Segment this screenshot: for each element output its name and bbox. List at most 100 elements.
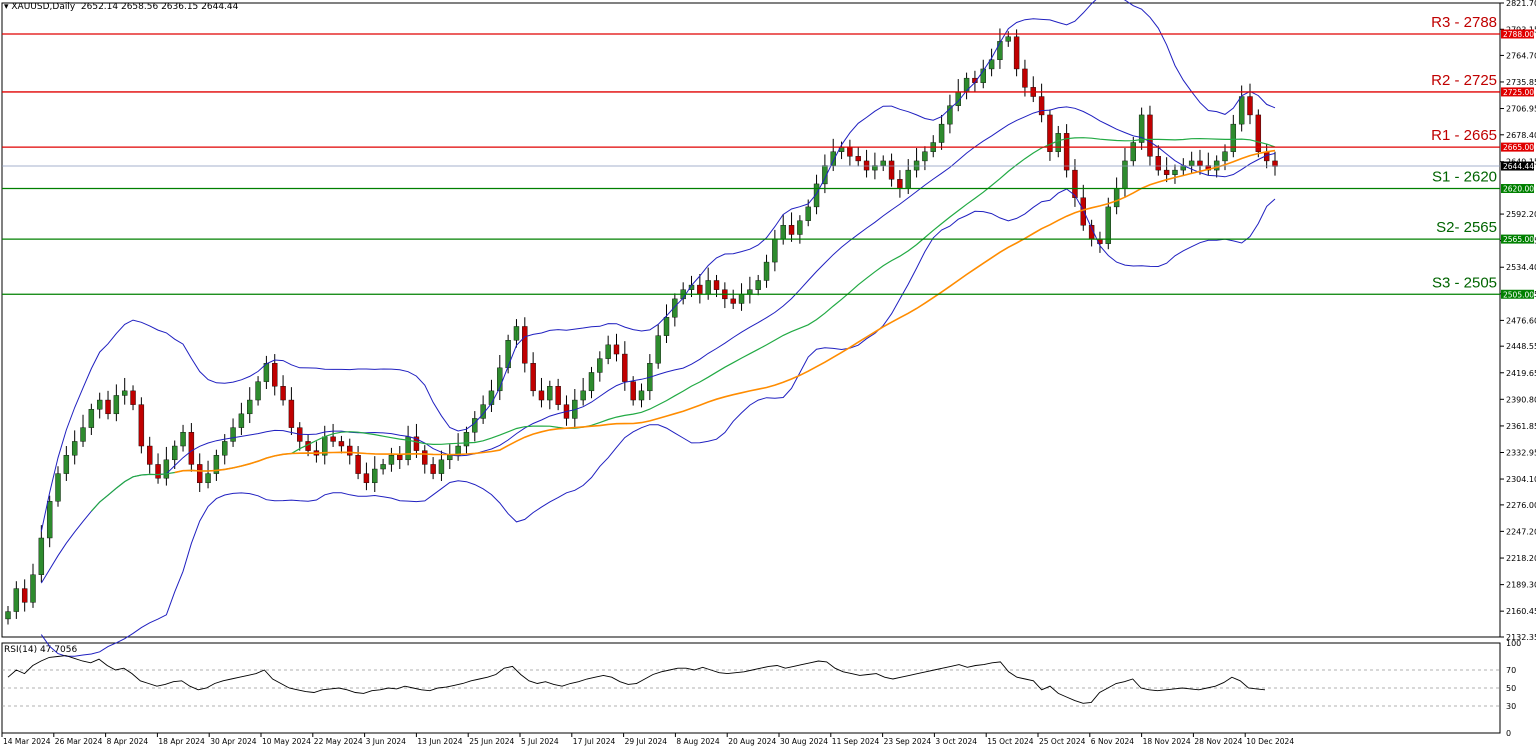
candle-body: [805, 206, 811, 221]
candle-body: [330, 436, 336, 442]
candle-body: [71, 441, 78, 456]
candle-body: [1172, 169, 1178, 175]
rsi-axis-label: 100: [1506, 639, 1521, 648]
candle-body: [988, 59, 995, 70]
candle-body: [272, 363, 278, 387]
candle-body: [147, 445, 153, 465]
candle-body: [413, 436, 420, 451]
candle-body: [397, 455, 403, 461]
candle-body: [880, 160, 886, 166]
price-level-tag-text: 2788.00: [1503, 30, 1534, 39]
candle-body: [738, 294, 745, 304]
price-axis-label: 2332.95: [1506, 449, 1536, 458]
price-axis-label: 2276.00: [1506, 501, 1536, 510]
candle-body: [1038, 96, 1045, 116]
candle-body: [130, 390, 136, 405]
price-axis-label: 2592.20: [1506, 210, 1536, 219]
price-level-tag-text: 2620.00: [1503, 185, 1534, 194]
time-axis-label: 15 Oct 2024: [987, 737, 1034, 746]
candle-body: [372, 468, 378, 484]
candle-body: [138, 404, 145, 447]
candle-body: [455, 445, 461, 456]
candle-body: [263, 363, 270, 382]
moving-average-fast: [90, 137, 1276, 512]
symbol-label: XAUUSD,Daily: [11, 2, 76, 12]
candle-body: [197, 464, 203, 484]
candle-body: [780, 225, 786, 240]
price-axis-label: 2160.45: [1506, 607, 1536, 616]
candle-body: [38, 537, 45, 575]
candle-body: [813, 183, 820, 208]
candle-body: [55, 473, 61, 502]
moving-average-slow: [174, 149, 1276, 474]
collapse-arrow-icon[interactable]: ▾: [4, 2, 12, 12]
candle-body: [580, 390, 586, 401]
candle-body: [1072, 169, 1078, 198]
candle-body: [772, 238, 778, 263]
price-axis-label: 2735.85: [1506, 78, 1536, 87]
time-axis-label: 25 Jun 2024: [469, 737, 514, 746]
bollinger-middle-band: [40, 106, 1276, 584]
candle-body: [1130, 142, 1136, 162]
price-level-tag: [1501, 87, 1534, 97]
candle-body: [488, 390, 495, 405]
candle-body: [755, 280, 761, 290]
candle-body: [1005, 36, 1011, 42]
price-level-tag: [1501, 184, 1534, 194]
resistance-level-label: R3 - 2788: [1431, 14, 1497, 31]
time-axis-label: 23 Sep 2024: [884, 737, 932, 746]
rsi-axis-label: 0: [1506, 729, 1511, 738]
candle-body: [21, 588, 28, 603]
candle-body: [1013, 36, 1020, 70]
time-axis-label: 18 Nov 2024: [1143, 737, 1191, 746]
candle-body: [905, 169, 911, 189]
candle-body: [1255, 114, 1262, 152]
candle-body: [288, 399, 295, 428]
time-axis-label: 28 Nov 2024: [1194, 737, 1242, 746]
candle-body: [230, 427, 236, 442]
candle-body: [963, 77, 970, 93]
price-axis-label: 2764.70: [1506, 51, 1536, 60]
time-axis-label: 22 May 2024: [314, 737, 363, 746]
candle-body: [1047, 114, 1053, 152]
ohlc-values: 2652.14 2658.56 2636.15 2644.44: [80, 2, 239, 12]
candle-body: [205, 473, 211, 484]
price-level-tag: [1501, 234, 1534, 244]
rsi-title: RSI(14) 47.7056: [4, 645, 78, 655]
time-axis-label: 3 Jun 2024: [366, 737, 407, 746]
candle-body: [388, 455, 395, 465]
price-axis-label: 2390.80: [1506, 395, 1536, 404]
candle-body: [105, 399, 111, 415]
time-axis-label: 26 Mar 2024: [55, 737, 103, 746]
resistance-level-label: R1 - 2665: [1431, 127, 1497, 144]
candle-body: [547, 386, 553, 401]
candle-body: [1022, 68, 1028, 88]
candle-body: [513, 326, 520, 341]
candle-body: [588, 372, 595, 392]
candle-body: [1188, 160, 1195, 166]
candle-body: [530, 363, 536, 392]
price-axis-label: 2304.10: [1506, 475, 1536, 484]
bollinger-lower-band: [40, 188, 1276, 657]
candle-body: [763, 261, 770, 281]
candle-body: [1063, 133, 1070, 171]
candle-body: [347, 445, 353, 456]
candle-body: [847, 146, 853, 157]
candle-body: [888, 160, 895, 180]
candle-body: [655, 335, 661, 364]
candle-body: [172, 445, 178, 461]
time-axis-label: 14 Mar 2024: [3, 737, 51, 746]
candle-body: [997, 41, 1003, 60]
candle-body: [730, 298, 736, 304]
candle-body: [121, 390, 128, 396]
price-axis-label: 2678.40: [1506, 131, 1536, 140]
candle-body: [247, 399, 253, 415]
candle-body: [522, 326, 528, 364]
candle-body: [1105, 206, 1111, 244]
candle-body: [747, 289, 753, 295]
candle-body: [555, 386, 561, 405]
time-axis-label: 8 Apr 2024: [107, 737, 149, 746]
time-axis-label: 10 May 2024: [262, 737, 311, 746]
price-axis-label: 2247.20: [1506, 527, 1536, 536]
